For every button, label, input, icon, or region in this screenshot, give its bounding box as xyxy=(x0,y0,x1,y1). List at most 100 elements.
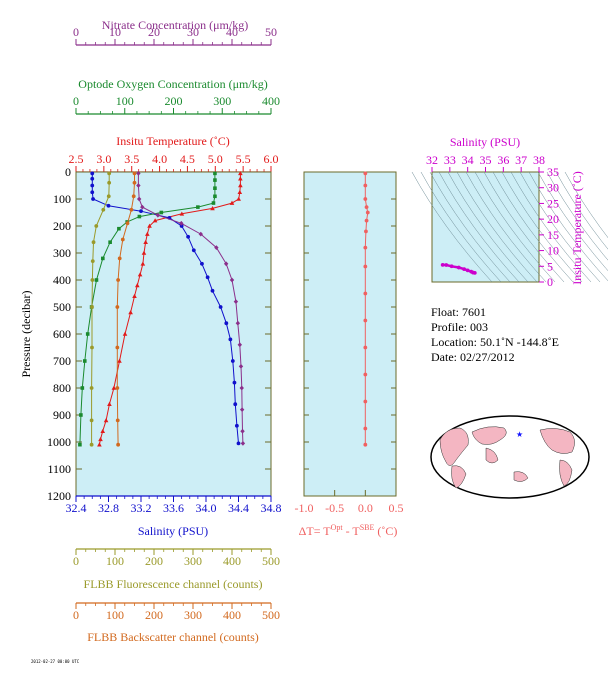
backscatter-axis-tick-label: 400 xyxy=(223,608,241,622)
delta-title-mid: - T xyxy=(343,524,361,538)
map-continents xyxy=(439,426,575,489)
delta-point xyxy=(363,318,368,323)
nitrate-point xyxy=(233,299,239,304)
temperature-point xyxy=(210,206,215,211)
salinity-point xyxy=(90,171,95,176)
pressure-tick-label: 100 xyxy=(53,192,71,206)
temperature-point xyxy=(141,250,147,255)
salinity-point xyxy=(186,234,191,239)
delta-point xyxy=(363,426,368,431)
fluorescence-point xyxy=(106,194,111,199)
temperature-point xyxy=(100,428,106,433)
nitrate-axis-tick-label: 50 xyxy=(265,25,277,39)
density-contour xyxy=(492,171,574,283)
nitrate-point xyxy=(239,407,245,412)
info-profile: Profile: 003 xyxy=(431,320,488,334)
nitrate-point xyxy=(223,261,229,267)
oxygen-point xyxy=(79,413,83,417)
delta-series xyxy=(363,171,370,447)
pressure-axis: 0 100 200 300 400 500 600 700 800 900 1000 1100 1200 xyxy=(47,165,271,503)
ts-point xyxy=(472,270,477,275)
delta-point xyxy=(364,229,368,234)
salinity-point xyxy=(139,209,143,214)
fluorescence-axis-title: FLBB Fluorescence channel (counts) xyxy=(84,577,263,591)
density-contour xyxy=(564,171,608,239)
float-location-marker: ★ xyxy=(516,430,523,439)
nitrate-point xyxy=(237,342,242,348)
salinity-axis-tick-label: 34.0 xyxy=(196,501,217,515)
ts-series xyxy=(440,262,477,275)
salinity-line xyxy=(91,173,239,444)
temperature-point xyxy=(147,223,152,228)
backscatter-point xyxy=(115,418,120,423)
world-map: ★ xyxy=(430,415,590,499)
temperature-point xyxy=(98,436,103,442)
oxygen-axis-tick-label: 0 xyxy=(73,94,79,108)
salinity-axis-tick-label: 33.6 xyxy=(163,501,184,515)
nitrate-axis-tick-label: 10 xyxy=(109,25,121,39)
salinity-point xyxy=(90,183,95,188)
ts-point xyxy=(456,265,461,270)
salinity-point xyxy=(230,359,235,363)
backscatter-point xyxy=(131,194,136,199)
nitrate-point xyxy=(235,320,241,326)
fluorescence-point xyxy=(107,180,112,185)
temperature-point xyxy=(132,293,137,298)
backscatter-point xyxy=(132,171,137,176)
salinity-point xyxy=(228,337,233,342)
temperature-point xyxy=(117,358,122,363)
delta-tick-label: 0.5 xyxy=(389,501,404,515)
backscatter-point xyxy=(129,207,134,212)
salinity-point xyxy=(106,203,111,208)
delta-point xyxy=(364,205,369,210)
nitrate-axis-title: Nitrate Concentration (μm/kg) xyxy=(102,18,248,32)
oxygen-point xyxy=(213,171,217,176)
density-contour xyxy=(474,171,556,283)
ts-temperature-tick-label: 20 xyxy=(547,212,559,226)
ts-temperature-tick-label: 10 xyxy=(547,244,559,258)
pressure-tick-label: 900 xyxy=(53,408,71,422)
oxygen-axis-tick-label: 400 xyxy=(262,94,280,108)
fluorescence-point xyxy=(89,386,94,390)
salinity-axis-title: Salinity (PSU) xyxy=(138,524,208,538)
salinity-axis: 32.4 32.8 33.2 33.6 34.0 34.4 34.8 xyxy=(66,495,282,515)
density-contour xyxy=(483,171,565,283)
salinity-point xyxy=(236,441,241,446)
oxygen-point xyxy=(108,240,112,244)
profile-series xyxy=(78,170,246,447)
ts-point xyxy=(462,267,466,272)
nitrate-point xyxy=(240,428,245,434)
delta-title-sup2: SBE xyxy=(360,523,375,532)
backscatter-axis-tick-label: 300 xyxy=(184,608,202,622)
backscatter-axis-tick-label: 0 xyxy=(73,608,79,622)
salinity-point xyxy=(218,305,223,309)
ts-temperature-tick-label: 0 xyxy=(547,275,553,289)
temperature-point xyxy=(134,283,140,288)
ts-point xyxy=(440,262,445,267)
density-contour xyxy=(528,171,608,282)
temperature-point xyxy=(238,176,243,181)
temperature-point xyxy=(140,261,146,266)
fluorescence-point xyxy=(90,305,94,309)
pressure-tick-label: 400 xyxy=(53,273,71,287)
pressure-axis-title: Pressure (decibar) xyxy=(19,291,33,378)
nitrate-point xyxy=(136,183,141,188)
backscatter-point xyxy=(116,278,121,282)
nitrate-point xyxy=(136,196,142,202)
fluorescence-point xyxy=(107,171,112,176)
fluorescence-point xyxy=(101,207,106,212)
salinity-point xyxy=(200,261,204,266)
oxygen-axis: 0 100 200 300 400 xyxy=(73,94,280,115)
density-contour xyxy=(411,171,493,283)
oxygen-axis-title: Optode Oxygen Concentration (μm/kg) xyxy=(78,77,267,91)
nitrate-point xyxy=(155,212,161,218)
fluorescence-axis-tick-label: 0 xyxy=(73,554,79,568)
salinity-axis-tick-label: 32.4 xyxy=(66,501,87,515)
backscatter-point xyxy=(115,386,120,390)
ts-temperature-tick-label: 25 xyxy=(547,196,559,210)
fluorescence-point xyxy=(94,224,99,228)
backscatter-point xyxy=(125,221,130,226)
delta-title-suffix: (˚C) xyxy=(374,524,397,538)
oxygen-point xyxy=(82,359,87,363)
